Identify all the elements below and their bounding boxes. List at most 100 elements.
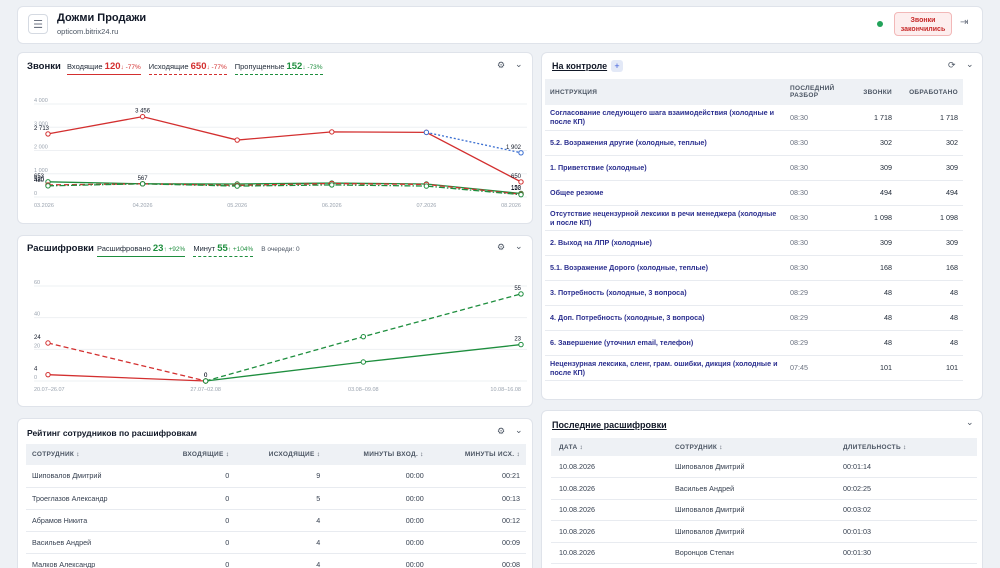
table-cell: 48	[897, 330, 963, 356]
column-header[interactable]: Звонки	[845, 79, 897, 105]
table-cell: Отсутствие нецензурной лексики в речи ме…	[545, 205, 785, 231]
refresh-icon[interactable]: ⟳	[948, 60, 956, 70]
gear-icon[interactable]: ⚙	[497, 60, 506, 70]
column-header[interactable]: Длительность ↕	[835, 438, 977, 456]
table-row[interactable]: 10.08.2026 Васильев Андрей 00:02:25	[551, 477, 977, 500]
data-label: 650	[511, 174, 522, 180]
table-cell: 08:30	[785, 205, 845, 231]
chevron-down-icon[interactable]: ⌄	[515, 59, 523, 69]
table-cell: 00:09	[429, 531, 526, 554]
table-cell: 5	[235, 487, 327, 510]
table-cell: 08:30	[785, 155, 845, 181]
gear-icon[interactable]: ⚙	[497, 426, 506, 436]
column-header[interactable]: Сотрудник ↕	[667, 438, 835, 456]
table-row[interactable]: 10.08.2026 Шиповалов Дмитрий 00:01:14	[551, 456, 977, 478]
column-header[interactable]: Сотрудник ↕	[26, 444, 152, 465]
data-point	[360, 333, 367, 340]
table-row[interactable]: 3. Потребность (холодные, 3 вопроса) 08:2…	[545, 280, 963, 306]
series-line	[47, 181, 522, 195]
table-cell: 10.08.2026	[551, 542, 667, 564]
data-label: 120	[511, 186, 522, 192]
column-header[interactable]: Последний разбор	[785, 79, 845, 105]
data-label: 2 713	[34, 126, 50, 132]
table-cell: Согласование следующего шага взаимодейст…	[545, 105, 785, 131]
legend-transcribed[interactable]: Расшифровано 23↑ +92%	[97, 243, 186, 257]
column-header[interactable]: Исходящие ↕	[235, 444, 327, 465]
table-row[interactable]: 5.1. Возражение Дорого (холодные, теплые…	[545, 255, 963, 281]
table-cell: 07:45	[785, 355, 845, 381]
data-label: 24	[34, 335, 41, 341]
column-header[interactable]: Дата ↕	[551, 438, 667, 456]
column-header[interactable]: Обработано	[897, 79, 963, 105]
table-cell: Нецензурная лексика, сленг, грам. ошибки…	[545, 355, 785, 381]
table-cell: 08:30	[785, 230, 845, 256]
table-cell: 00:21	[429, 465, 526, 488]
chevron-down-icon[interactable]: ⌄	[966, 417, 974, 427]
table-cell: 3. Потребность (холодные, 3 вопроса)	[545, 280, 785, 306]
calls-over-badge[interactable]: Звонки закончились	[894, 12, 952, 36]
y-tick-label: 60	[34, 280, 40, 286]
table-row[interactable]: Отсутствие нецензурной лексики в речи ме…	[545, 205, 963, 231]
legend-minutes[interactable]: Минут 55↑ +104%	[193, 243, 254, 257]
control-table: Инструкция Последний разбор Звонки Обработа…	[545, 79, 963, 381]
table-row[interactable]: 10.08.2026 Шиповалов Дмитрий 00:01:03	[551, 520, 977, 543]
series-line	[47, 183, 522, 196]
x-tick-label: 08.2026	[501, 203, 521, 209]
legend-missed[interactable]: Пропущенные 152↓ -73%	[234, 61, 323, 75]
table-cell: 08:29	[785, 280, 845, 306]
chevron-down-icon[interactable]: ⌄	[515, 425, 523, 435]
table-cell: 0	[151, 553, 236, 568]
table-cell: 309	[897, 155, 963, 181]
table-row[interactable]: 2. Выход на ЛПР (холодные) 08:30 309 309	[545, 230, 963, 256]
table-row[interactable]: Малков Александр 0 4 00:00 00:08	[26, 553, 526, 568]
chevron-down-icon[interactable]: ⌄	[966, 59, 974, 69]
gear-icon[interactable]: ⚙	[497, 242, 506, 252]
table-row[interactable]: Согласование следующего шага взаимодейст…	[545, 105, 963, 131]
column-header[interactable]: Инструкция	[545, 79, 785, 105]
table-row[interactable]: 10.08.2026 Шиповалов Дмитрий 00:03:02	[551, 499, 977, 521]
table-cell: 494	[845, 180, 897, 206]
status-dot	[877, 21, 883, 27]
table-row[interactable]: Троеглазов Александр 0 5 00:00 00:13	[26, 487, 526, 510]
table-cell: 00:01:30	[835, 542, 977, 564]
table-row[interactable]: Абрамов Никита 0 4 00:00 00:12	[26, 509, 526, 532]
table-cell: 48	[845, 280, 897, 306]
column-header[interactable]: Минуты исх. ↕	[429, 444, 526, 465]
legend-outgoing[interactable]: Исходящие 650↓ -77%	[148, 61, 227, 75]
table-row[interactable]: 1. Приветствие (холодные) 08:30 309 309	[545, 155, 963, 181]
legend-incoming[interactable]: Входящие 120↓ -77%	[67, 61, 141, 75]
table-cell: 48	[897, 280, 963, 306]
table-cell: 309	[845, 155, 897, 181]
table-row[interactable]: 4. Доп. Потребность (холодные, 3 вопроса…	[545, 305, 963, 331]
table-cell: 6. Завершение (уточнил email, телефон)	[545, 330, 785, 356]
table-cell: 08:30	[785, 180, 845, 206]
table-cell: 0	[151, 465, 236, 488]
portal-domain: opticom.bitrix24.ru	[57, 27, 119, 36]
table-row[interactable]: Нецензурная лексика, сленг, грам. ошибки…	[545, 355, 963, 381]
table-cell: 48	[845, 305, 897, 331]
table-cell: 00:00	[326, 465, 430, 488]
table-cell: 10.08.2026	[551, 499, 667, 521]
table-cell: 0	[151, 487, 236, 510]
table-row[interactable]: 6. Завершение (уточнил email, телефон) 08…	[545, 330, 963, 356]
table-row[interactable]: Общее резюме 08:30 494 494	[545, 180, 963, 206]
table-cell: 10.08.2026	[551, 456, 667, 478]
data-point	[518, 341, 524, 348]
table-row[interactable]: 10.08.2026 Воронцов Степан 00:01:30	[551, 542, 977, 564]
add-icon[interactable]: +	[611, 60, 623, 72]
data-point	[518, 191, 524, 198]
logout-icon[interactable]: ⇥	[960, 17, 969, 28]
column-header[interactable]: Минуты вход. ↕	[326, 444, 430, 465]
table-row[interactable]: 5.2. Возражения другие (холодные, теплые…	[545, 130, 963, 156]
column-header[interactable]: Входящие ↕	[151, 444, 236, 465]
table-row[interactable]: Шиповалов Дмитрий 0 9 00:00 00:21	[26, 465, 526, 488]
chevron-down-icon[interactable]: ⌄	[515, 241, 523, 251]
table-row[interactable]: Васильев Андрей 0 4 00:00 00:09	[26, 531, 526, 554]
data-point	[202, 378, 209, 384]
table-cell: 00:03:02	[835, 499, 977, 521]
table-cell: 48	[897, 305, 963, 331]
menu-icon[interactable]: ☰	[28, 14, 48, 34]
calls-chart: 4 000 3 000 2 000 1 000 0 03.2026 04.2026 05.20…	[34, 98, 527, 209]
data-point	[360, 359, 367, 365]
table-cell: 1. Приветствие (холодные)	[545, 155, 785, 181]
